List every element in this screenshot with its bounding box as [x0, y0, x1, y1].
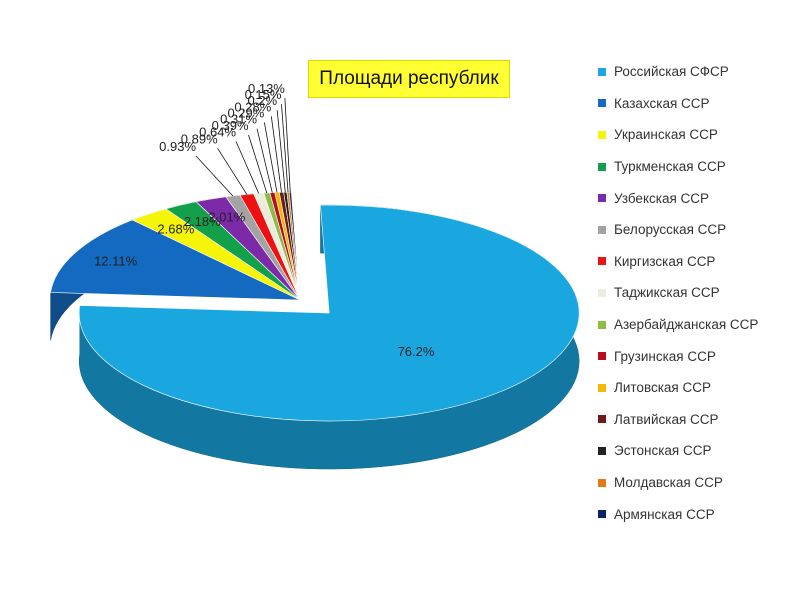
legend-item-1: Казахская ССР — [598, 88, 798, 120]
legend-label-10: Литовская ССР — [614, 380, 711, 396]
leader-lines — [195, 98, 291, 197]
legend-label-4: Узбекская ССР — [614, 190, 710, 206]
data-label-6: 0.89% — [181, 131, 218, 146]
legend-swatch-1 — [598, 99, 606, 108]
data-label-2: 2.68% — [157, 222, 194, 237]
legend-swatch-6 — [598, 257, 606, 266]
chart-title-box: Площади республик — [308, 60, 510, 98]
data-label-7: 0.64% — [199, 124, 236, 139]
legend-item-2: Украинская ССР — [598, 119, 798, 151]
data-label-4: 2.01% — [208, 209, 245, 224]
data-label-13: 0.15% — [245, 87, 282, 102]
legend-item-14: Армянская ССР — [598, 498, 798, 530]
data-label-11: 0.28% — [234, 99, 271, 114]
legend-item-3: Туркменская ССР — [598, 151, 798, 183]
legend-item-0: Российская СФСР — [598, 56, 798, 88]
legend-label-1: Казахская ССР — [614, 95, 710, 111]
leader-line-6 — [217, 148, 248, 195]
data-labels: 76.2% 12.11% 2.68%2.18%2.01% 0.93%0.89%0.64… — [94, 81, 435, 359]
legend-swatch-5 — [598, 225, 606, 234]
data-label-8: 0.39% — [212, 118, 249, 133]
legend-label-8: Азербайджанская ССР — [614, 317, 759, 333]
leader-line-10 — [263, 122, 278, 193]
leader-line-9 — [256, 128, 273, 193]
legend-label-7: Таджикская ССР — [614, 285, 720, 301]
legend-label-14: Армянская ССР — [614, 506, 715, 522]
legend-label-11: Латвийская ССР — [614, 411, 719, 427]
legend-label-5: Белорусская ССР — [614, 222, 727, 238]
legend-swatch-0 — [598, 67, 606, 76]
legend-swatch-10 — [598, 383, 606, 392]
legend: Российская СФСР Казахская ССР Украинская С… — [598, 56, 798, 530]
leader-line-8 — [248, 134, 268, 194]
legend-swatch-12 — [598, 446, 606, 455]
pie-slice-1 — [50, 219, 301, 301]
legend-item-9: Грузинская ССР — [598, 340, 798, 372]
leader-line-13 — [281, 104, 289, 193]
legend-label-6: Киргизская ССР — [614, 253, 716, 269]
data-label-3: 2.18% — [184, 214, 221, 229]
data-label-10: 0.29% — [227, 105, 264, 120]
legend-swatch-8 — [598, 320, 606, 329]
legend-item-5: Белорусская ССР — [598, 214, 798, 246]
legend-label-2: Украинская ССР — [614, 127, 718, 143]
data-label-12: 0.2% — [248, 93, 278, 108]
legend-label-9: Грузинская ССР — [614, 348, 716, 364]
legend-item-8: Азербайджанская ССР — [598, 309, 798, 341]
leader-line-14 — [284, 98, 291, 193]
legend-label-3: Туркменская ССР — [614, 159, 726, 175]
legend-label-0: Российская СФСР — [614, 64, 729, 80]
pie-tops — [50, 191, 580, 422]
legend-item-13: Молдавская ССР — [598, 467, 798, 499]
legend-swatch-7 — [598, 288, 606, 297]
data-label-9: 0.31% — [220, 112, 257, 127]
legend-item-10: Литовская ССР — [598, 372, 798, 404]
legend-swatch-11 — [598, 415, 606, 424]
data-label-5: 0.93% — [159, 139, 196, 154]
pie-slice-0 — [78, 204, 580, 422]
data-label-14: 0.13% — [248, 81, 285, 96]
legend-swatch-13 — [598, 478, 606, 487]
legend-item-11: Латвийская ССР — [598, 404, 798, 436]
data-label-1: 12.11% — [94, 253, 138, 268]
leader-line-11 — [270, 116, 282, 193]
legend-swatch-2 — [598, 130, 606, 139]
legend-item-7: Таджикская ССР — [598, 277, 798, 309]
legend-swatch-4 — [598, 194, 606, 203]
legend-item-12: Эстонская ССР — [598, 435, 798, 467]
legend-label-13: Молдавская ССР — [614, 475, 723, 491]
legend-swatch-9 — [598, 352, 606, 361]
leader-line-5 — [195, 155, 234, 197]
chart-title: Площади республик — [319, 68, 499, 89]
leader-line-12 — [276, 110, 286, 193]
leader-line-7 — [235, 141, 260, 194]
legend-label-12: Эстонская ССР — [614, 443, 712, 459]
legend-swatch-14 — [598, 510, 606, 519]
legend-swatch-3 — [598, 162, 606, 171]
legend-item-6: Киргизская ССР — [598, 246, 798, 278]
data-label-0: 76.2% — [398, 344, 435, 359]
legend-item-4: Узбекская ССР — [598, 182, 798, 214]
